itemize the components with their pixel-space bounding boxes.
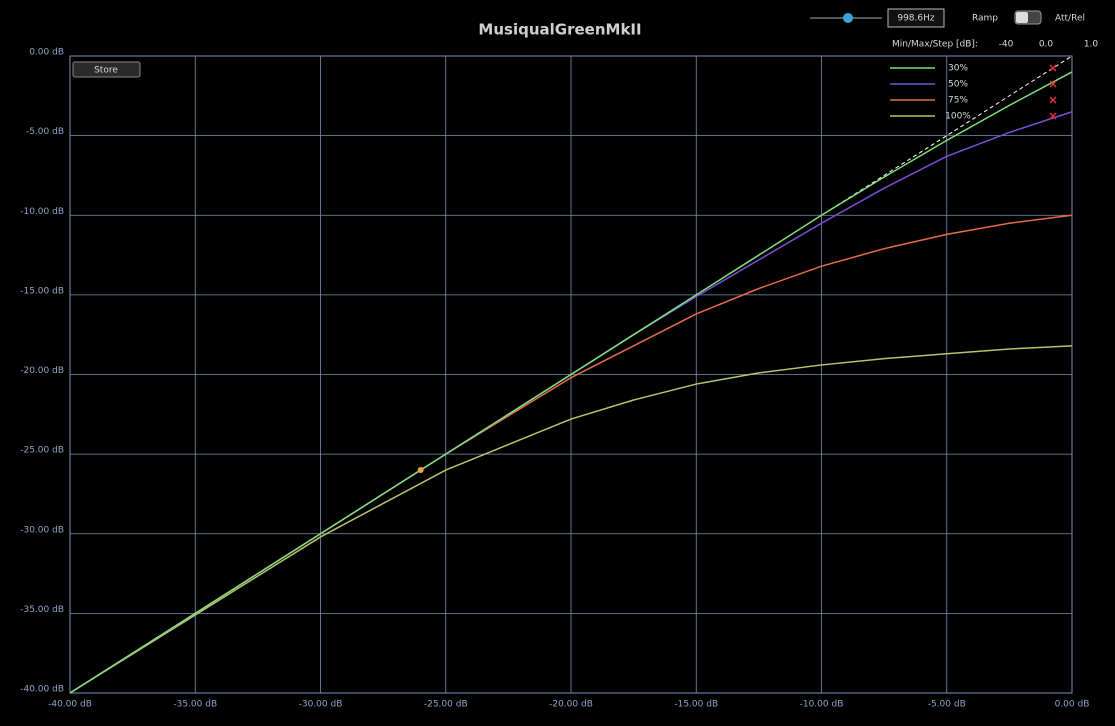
- y-tick-label: -30.00 dB: [20, 525, 64, 535]
- store-label: Store: [94, 66, 118, 76]
- y-tick-label: -15.00 dB: [20, 286, 64, 296]
- remove-icon: [1049, 96, 1057, 104]
- x-tick-label: -40.00 dB: [48, 700, 92, 710]
- x-tick-label: -15.00 dB: [674, 700, 718, 710]
- range-max[interactable]: 0.0: [1039, 40, 1054, 50]
- frequency: 998.6Hz: [897, 14, 935, 24]
- y-tick-label: -40.00 dB: [20, 685, 64, 695]
- y-tick-label: -20.00 dB: [20, 366, 64, 376]
- remove-icon: [1049, 112, 1057, 120]
- store-button[interactable]: [72, 61, 141, 78]
- series-line: [69, 345, 1073, 694]
- x-tick-label: -30.00 dB: [299, 700, 343, 710]
- x-tick-label: -10.00 dB: [800, 700, 844, 710]
- range-min[interactable]: -40: [999, 40, 1014, 50]
- marker: [417, 467, 424, 474]
- y-tick-label: -10.00 dB: [20, 207, 64, 217]
- x-tick-label: -25.00 dB: [424, 700, 468, 710]
- legend-remove[interactable]: [1049, 80, 1057, 88]
- mode-label: Att/Rel: [1055, 14, 1085, 24]
- x-tick-label: 0.00 dB: [1055, 700, 1090, 710]
- legend-label: 75%: [948, 96, 968, 106]
- legend-label: 100%: [945, 112, 971, 122]
- x-tick-label: -20.00 dB: [549, 700, 593, 710]
- chart-title: MusiqualGreenMkII: [478, 21, 641, 39]
- y-tick-label: -5.00 dB: [26, 127, 64, 137]
- y-tick-label: -35.00 dB: [20, 605, 64, 615]
- range-step[interactable]: 1.0: [1084, 40, 1099, 50]
- x-tick-label: -5.00 dB: [928, 700, 966, 710]
- legend-remove[interactable]: [1049, 112, 1057, 120]
- frequency-box[interactable]: [887, 8, 945, 28]
- legend-label: 30%: [948, 64, 968, 74]
- toggle-knob: [1016, 12, 1028, 23]
- legend-label: 50%: [948, 80, 968, 90]
- legend-remove[interactable]: [1049, 96, 1057, 104]
- series-line: [69, 71, 1073, 694]
- legend-remove[interactable]: [1049, 64, 1057, 72]
- remove-icon: [1049, 80, 1057, 88]
- ramp-label: Ramp: [972, 14, 998, 24]
- range-label: Min/Max/Step [dB]:: [892, 40, 978, 50]
- x-tick-label: -35.00 dB: [173, 700, 217, 710]
- y-tick-label: -25.00 dB: [20, 446, 64, 456]
- y-tick-label: 0.00 dB: [29, 48, 64, 58]
- remove-icon: [1049, 64, 1057, 72]
- plot: -40.00 dB -35.00 dB -30.00 dB -25.00 dB -20.…: [20, 48, 1089, 710]
- slider-knob[interactable]: [843, 13, 853, 23]
